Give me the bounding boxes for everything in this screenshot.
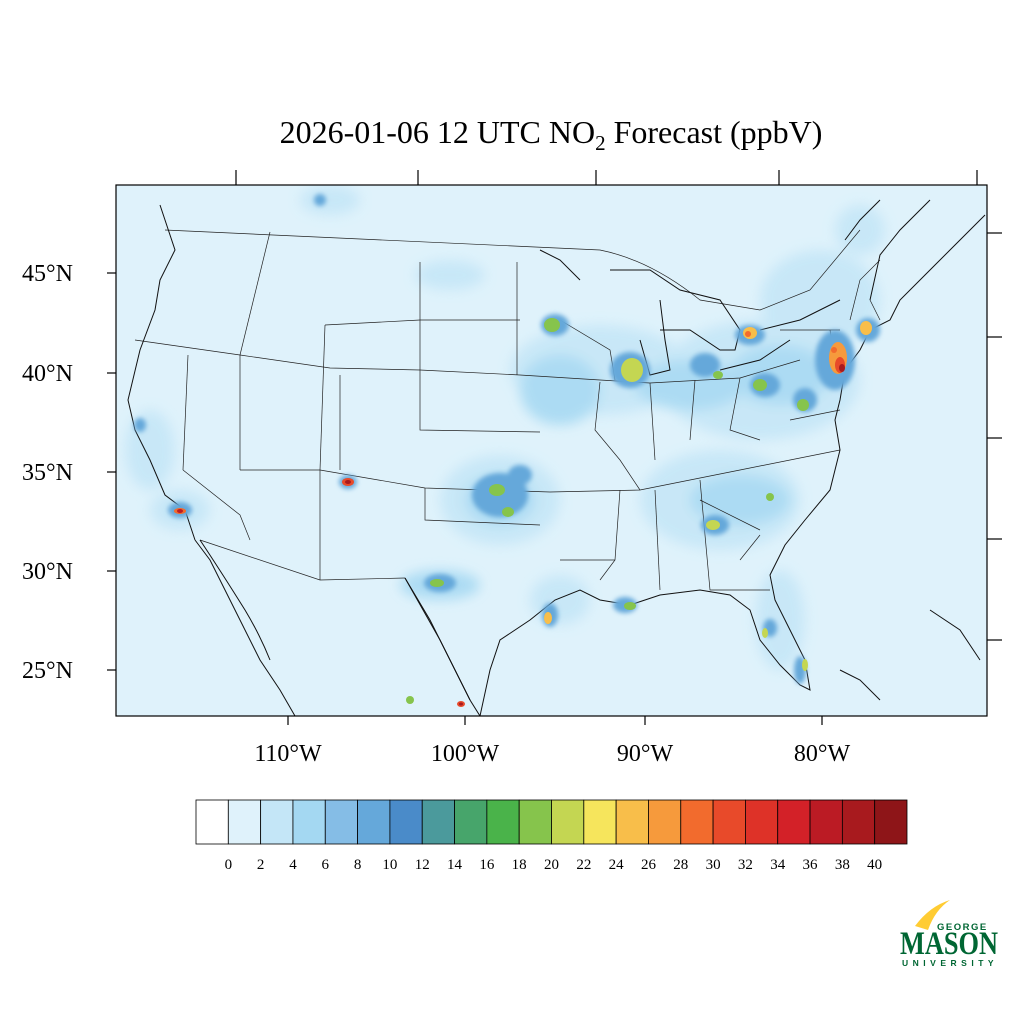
colorbar-tick-label: 30 <box>706 857 721 873</box>
no2-hotspots-high <box>406 318 872 704</box>
colorbar-swatch <box>777 799 811 845</box>
colorbar-tick-label: 10 <box>382 857 397 873</box>
logo-main-text: MASON <box>900 926 998 962</box>
logo-swoosh <box>915 900 950 930</box>
colorbar-tick-label: 12 <box>415 857 430 873</box>
colorbar-tick-label: 36 <box>803 857 819 873</box>
lon-label: 90°W <box>617 741 674 767</box>
colorbar-tick-label: 2 <box>257 857 265 873</box>
colorbar-tick-label: 32 <box>738 857 753 873</box>
colorbar-swatch <box>551 799 585 845</box>
colorbar-swatch <box>357 799 391 845</box>
chart-title: 2026-01-06 12 UTC NO2 Forecast (ppbV) <box>280 114 823 155</box>
map-frame <box>115 184 988 717</box>
colorbar-tick-label: 20 <box>544 857 559 873</box>
colorbar-tick-label: 0 <box>225 857 233 873</box>
colorbar-swatch <box>454 799 488 845</box>
lat-label: 35°N <box>22 460 73 486</box>
colorbar-swatch <box>648 799 682 845</box>
colorbar-swatch <box>841 799 876 845</box>
colorbar-tick-label: 28 <box>673 857 688 873</box>
lat-label: 30°N <box>22 559 73 585</box>
colorbar-swatch <box>712 799 746 845</box>
lon-label: 110°W <box>254 741 322 767</box>
colorbar-tick-label: 16 <box>479 857 495 873</box>
colorbar-swatch <box>389 799 423 845</box>
colorbar-swatch <box>680 799 714 845</box>
longitude-labels: 110°W 100°W 90°W 80°W <box>254 741 850 767</box>
colorbar-tick-label: 8 <box>354 857 362 873</box>
axis-ticks <box>107 170 1002 725</box>
colorbar-swatch <box>324 799 358 845</box>
colorbar-swatch <box>227 799 262 845</box>
colorbar: 0 2 4 6 8 10 12 14 16 18 20 22 24 26 28 30 32 34 36 38 40 <box>195 799 908 873</box>
lat-label: 40°N <box>22 361 73 387</box>
no2-hotspots-peak <box>174 331 845 707</box>
colorbar-tick-label: 22 <box>576 857 591 873</box>
colorbar-swatch <box>615 799 649 845</box>
colorbar-swatch <box>745 799 779 845</box>
colorbar-tick-label: 14 <box>447 857 463 873</box>
logo-top-text: GEORGE <box>937 922 988 933</box>
colorbar-tick-label: 40 <box>867 857 882 873</box>
colorbar-tick-label: 4 <box>289 857 297 873</box>
colorbar-tick-label: 18 <box>512 857 527 873</box>
colorbar-swatch <box>518 799 552 845</box>
george-mason-logo: GEORGE MASON UNIVERSITY <box>900 900 998 968</box>
colorbar-tick-label: 6 <box>322 857 330 873</box>
colorbar-swatch <box>809 799 843 845</box>
colorbar-swatch <box>583 799 617 845</box>
lon-label: 100°W <box>431 741 500 767</box>
colorbar-swatch <box>292 799 326 845</box>
colorbar-tick-label: 24 <box>609 857 625 873</box>
colorbar-swatch <box>421 799 455 845</box>
lat-label: 45°N <box>22 261 73 287</box>
logo-bottom-text: UNIVERSITY <box>902 958 998 968</box>
boundary-lines <box>134 229 881 591</box>
colorbar-swatch <box>874 799 908 845</box>
colorbar-tick-label: 38 <box>835 857 850 873</box>
latitude-labels: 45°N 40°N 35°N 30°N 25°N <box>22 261 73 684</box>
colorbar-tick-label: 34 <box>770 857 786 873</box>
colorbar-swatch <box>195 799 229 845</box>
lon-label: 80°W <box>794 741 851 767</box>
map-panel: 45°N 40°N 35°N 30°N 25°N 110°W 100°W 90°… <box>22 170 1002 767</box>
colorbar-swatch <box>260 799 294 845</box>
lat-label: 25°N <box>22 658 73 684</box>
colorbar-tick-label: 26 <box>641 857 657 873</box>
colorbar-swatch <box>486 799 520 845</box>
